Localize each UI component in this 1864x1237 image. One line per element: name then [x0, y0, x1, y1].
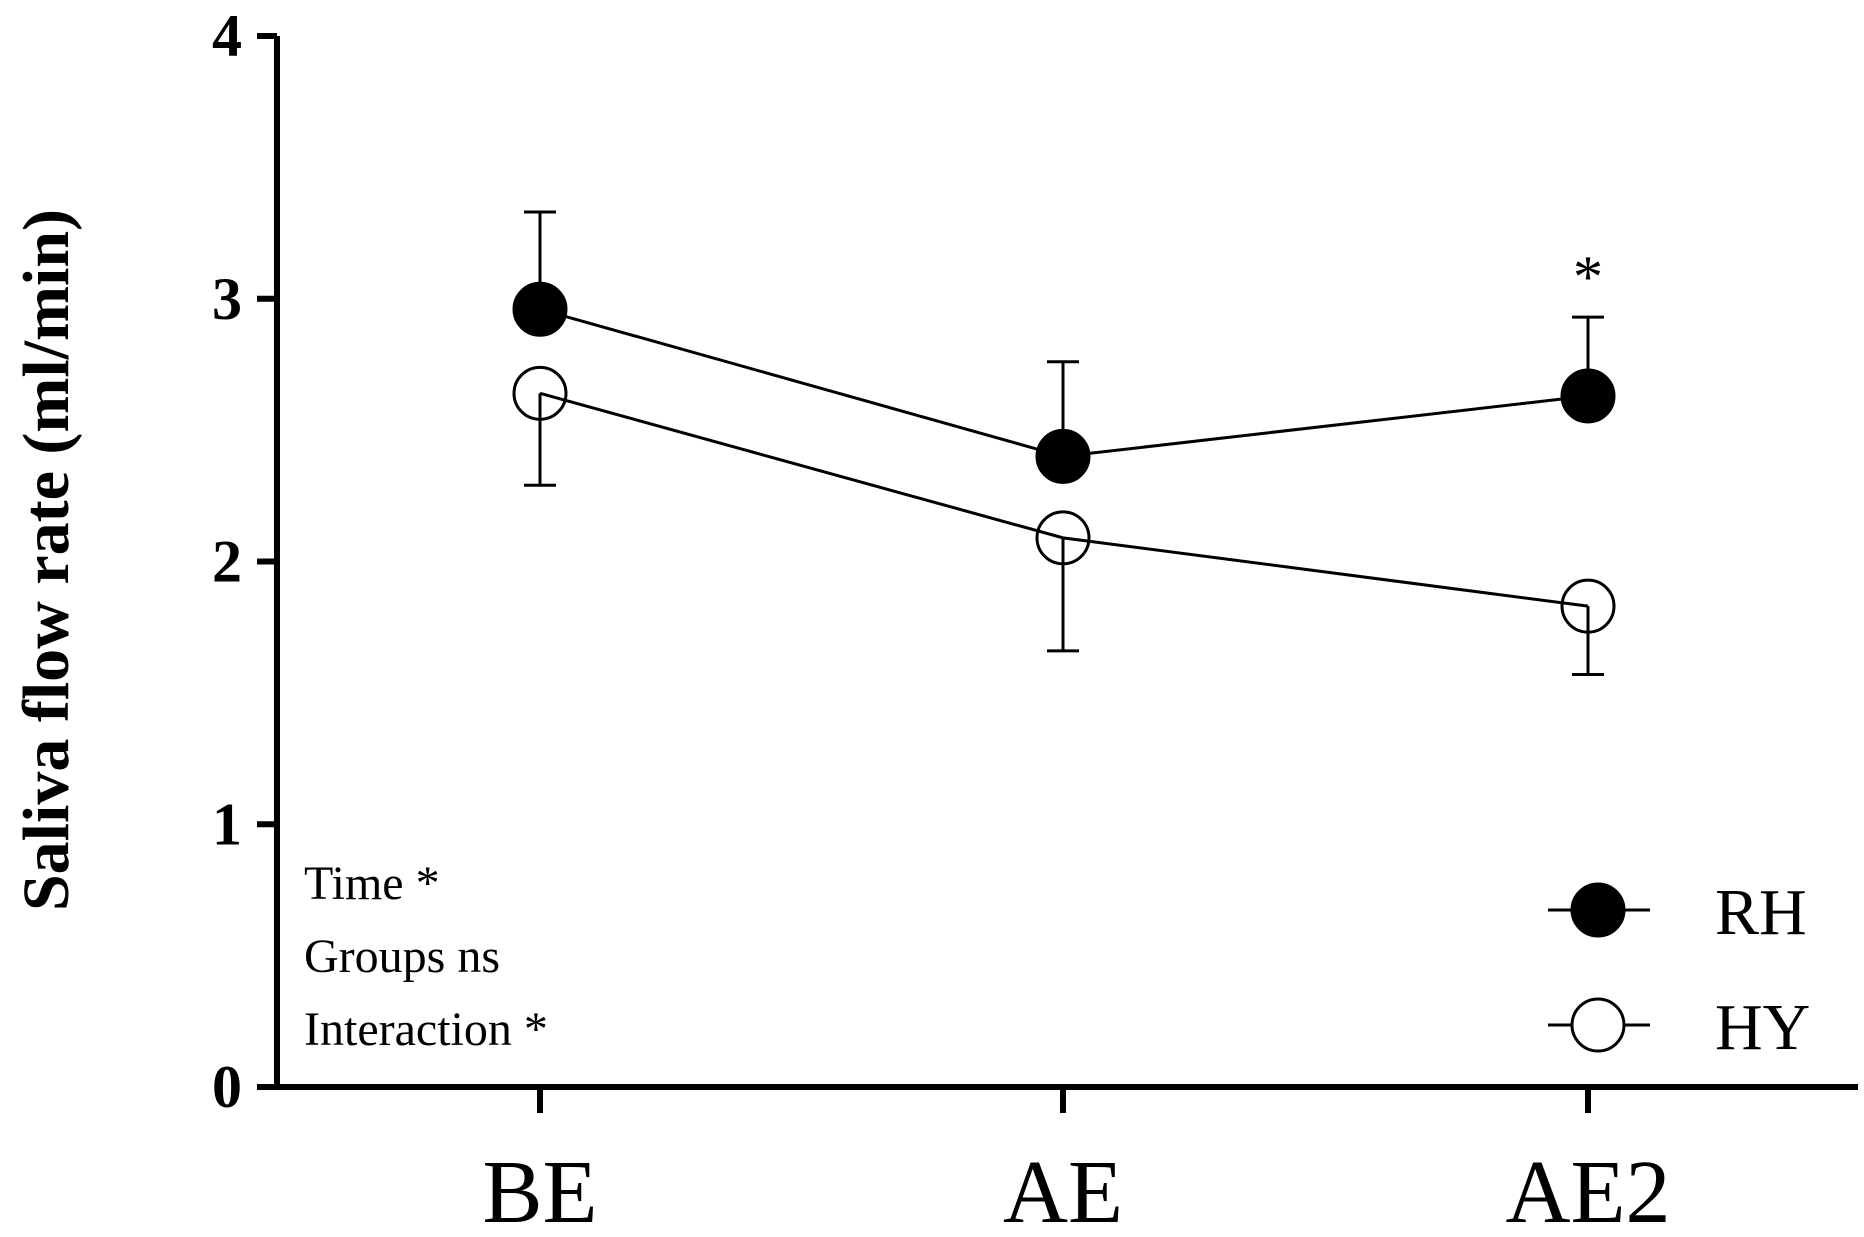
legend-label-hy: HY — [1715, 991, 1810, 1064]
y-tick-label: 4 — [212, 3, 242, 69]
annotation-groups: Groups ns — [304, 930, 500, 983]
legend-item-rh: RH — [1548, 876, 1807, 949]
y-tick-label: 1 — [212, 791, 242, 857]
x-tick-label: AE — [1003, 1143, 1123, 1237]
data-point-rh — [1560, 368, 1616, 424]
annotation-time: Time * — [304, 857, 440, 910]
data-point-hy — [512, 365, 568, 421]
significance-asterisk: * — [1573, 244, 1603, 310]
y-tick-label: 0 — [212, 1054, 242, 1120]
data-point-rh — [512, 281, 568, 337]
legend-label-rh: RH — [1715, 876, 1807, 949]
x-tick-label: AE2 — [1506, 1143, 1671, 1237]
series-hy — [512, 365, 1616, 676]
data-point-hy — [1560, 578, 1616, 634]
data-point-rh — [1035, 428, 1091, 484]
stats-annotations: Time * Groups ns Interaction * — [304, 857, 548, 1056]
legend-item-hy: HY — [1548, 991, 1810, 1064]
legend: RH HY — [1548, 876, 1810, 1064]
data-point-hy — [1035, 510, 1091, 566]
x-tick-label: BE — [482, 1143, 597, 1237]
y-axis-title: Saliva flow rate (ml/min) — [10, 209, 83, 911]
series-rh — [512, 210, 1616, 484]
y-tick-label: 3 — [212, 266, 242, 332]
significance-markers: * — [1573, 244, 1603, 310]
x-ticks: BE AE AE2 — [482, 1087, 1670, 1237]
legend-marker-rh — [1570, 882, 1626, 938]
annotation-interaction: Interaction * — [304, 1003, 548, 1056]
y-tick-label: 2 — [212, 529, 242, 595]
series-layer — [512, 210, 1616, 676]
legend-marker-hy — [1570, 997, 1626, 1053]
y-ticks: 0 1 2 3 4 — [212, 3, 277, 1120]
